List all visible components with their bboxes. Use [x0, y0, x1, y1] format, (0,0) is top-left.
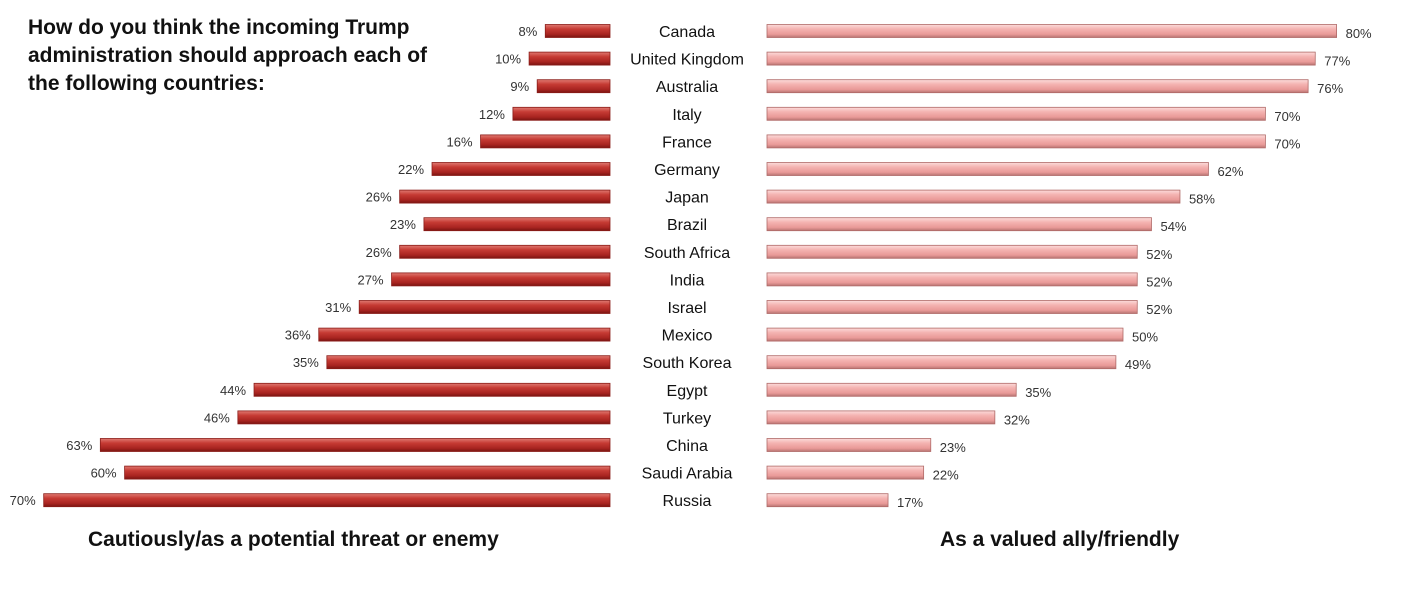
country-label-egypt: Egypt: [667, 383, 708, 400]
ally-bar-canada: [766, 24, 1337, 38]
threat-value-saudi-arabia: 60%: [91, 466, 117, 481]
country-label-mexico: Mexico: [662, 328, 713, 345]
threat-bar-saudi-arabia: [124, 465, 611, 480]
threat-bar-france: [480, 134, 611, 149]
ally-bar-russia: [766, 493, 889, 508]
ally-value-india: 52%: [1146, 274, 1172, 289]
ally-value-china: 23%: [940, 440, 966, 455]
country-label-saudi-arabia: Saudi Arabia: [642, 466, 733, 483]
threat-value-india: 27%: [358, 272, 384, 287]
threat-value-russia: 70%: [10, 493, 36, 508]
ally-bar-germany: [766, 162, 1209, 176]
ally-bar-france: [766, 134, 1266, 149]
ally-value-france: 70%: [1274, 136, 1300, 151]
threat-bar-germany: [431, 162, 611, 176]
threat-value-united-kingdom: 10%: [495, 52, 521, 67]
threat-bar-brazil: [423, 217, 611, 232]
country-label-france: France: [662, 134, 712, 151]
threat-bar-india: [391, 272, 611, 287]
ally-value-turkey: 32%: [1004, 412, 1030, 427]
ally-value-israel: 52%: [1146, 302, 1172, 317]
threat-value-egypt: 44%: [220, 383, 246, 398]
threat-value-turkey: 46%: [204, 410, 230, 425]
country-label-turkey: Turkey: [663, 410, 711, 427]
chart-title: How do you think the incoming Trump admi…: [28, 16, 428, 95]
right-axis-title: As a valued ally/friendly: [940, 528, 1180, 551]
country-label-italy: Italy: [672, 107, 701, 124]
threat-bar-china: [99, 438, 611, 452]
threat-value-south-korea: 35%: [293, 355, 319, 370]
ally-value-brazil: 54%: [1160, 219, 1186, 234]
threat-bar-russia: [43, 493, 611, 508]
country-label-india: India: [670, 272, 705, 289]
ally-bar-south-africa: [766, 244, 1138, 259]
country-label-australia: Australia: [656, 79, 718, 96]
threat-series: 8% 10% 9% 12% 16% 22% 26% 23% 26% 27% 31% 36% 35% 44%…: [10, 24, 611, 508]
ally-value-australia: 76%: [1317, 81, 1343, 96]
left-axis-title: Cautiously/as a potential threat or enem…: [88, 528, 499, 551]
ally-bar-united-kingdom: [766, 51, 1316, 66]
country-label-brazil: Brazil: [667, 217, 707, 234]
threat-value-brazil: 23%: [390, 217, 416, 232]
threat-value-china: 63%: [66, 438, 92, 453]
ally-bar-australia: [766, 79, 1309, 94]
ally-value-russia: 17%: [897, 495, 923, 510]
threat-value-australia: 9%: [510, 79, 529, 94]
ally-value-egypt: 35%: [1025, 385, 1051, 400]
ally-bar-mexico: [766, 327, 1124, 342]
country-labels: Canada United Kingdom Australia Italy France…: [630, 24, 744, 510]
ally-value-south-korea: 49%: [1125, 357, 1151, 372]
threat-bar-japan: [399, 189, 611, 204]
ally-bar-egypt: [766, 382, 1017, 397]
ally-bar-brazil: [766, 217, 1152, 232]
threat-value-mexico: 36%: [285, 328, 311, 343]
ally-bar-south-korea: [766, 355, 1117, 370]
ally-bar-turkey: [766, 410, 996, 425]
ally-bar-india: [766, 272, 1138, 287]
ally-series: 80% 77% 76% 70% 70% 62%58%54% 52% 52% 52% 50% 49% 3…: [766, 24, 1372, 510]
country-label-canada: Canada: [659, 24, 715, 41]
country-label-south-africa: South Africa: [644, 245, 730, 262]
ally-bar-saudi-arabia: [766, 465, 925, 480]
threat-bar-italy: [512, 106, 611, 121]
threat-bar-united-kingdom: [528, 51, 611, 66]
threat-value-south-africa: 26%: [366, 245, 392, 260]
threat-value-italy: 12%: [479, 107, 505, 122]
country-label-south-korea: South Korea: [643, 355, 732, 372]
threat-bar-mexico: [318, 327, 611, 342]
threat-bar-australia: [536, 79, 611, 94]
ally-bar-china: [766, 438, 932, 452]
country-label-japan: Japan: [665, 190, 709, 207]
threat-value-japan: 26%: [366, 190, 392, 205]
country-label-united-kingdom: United Kingdom: [630, 52, 744, 69]
threat-bar-canada: [544, 24, 611, 38]
ally-value-japan: 58%: [1189, 192, 1215, 207]
threat-bar-turkey: [237, 410, 611, 425]
ally-value-saudi-arabia: 22%: [933, 468, 959, 483]
ally-value-canada: 80%: [1346, 26, 1372, 41]
threat-value-germany: 22%: [398, 162, 424, 177]
country-label-germany: Germany: [654, 162, 720, 179]
ally-bar-japan: [766, 189, 1181, 204]
threat-bar-israel: [358, 300, 611, 314]
ally-value-mexico: 50%: [1132, 330, 1158, 345]
ally-value-south-africa: 52%: [1146, 247, 1172, 262]
ally-bar-israel: [766, 300, 1138, 314]
country-label-israel: Israel: [667, 300, 706, 317]
ally-value-united-kingdom: 77%: [1324, 54, 1350, 69]
threat-bar-egypt: [253, 382, 611, 397]
country-label-china: China: [666, 438, 708, 455]
threat-value-canada: 8%: [518, 24, 537, 39]
ally-value-italy: 70%: [1274, 109, 1300, 124]
threat-value-israel: 31%: [325, 300, 351, 315]
threat-bar-south-africa: [399, 244, 611, 259]
threat-bar-south-korea: [326, 355, 611, 370]
ally-value-germany: 62%: [1217, 164, 1243, 179]
ally-bar-italy: [766, 106, 1266, 121]
threat-value-france: 16%: [447, 134, 473, 149]
country-label-russia: Russia: [663, 493, 712, 510]
